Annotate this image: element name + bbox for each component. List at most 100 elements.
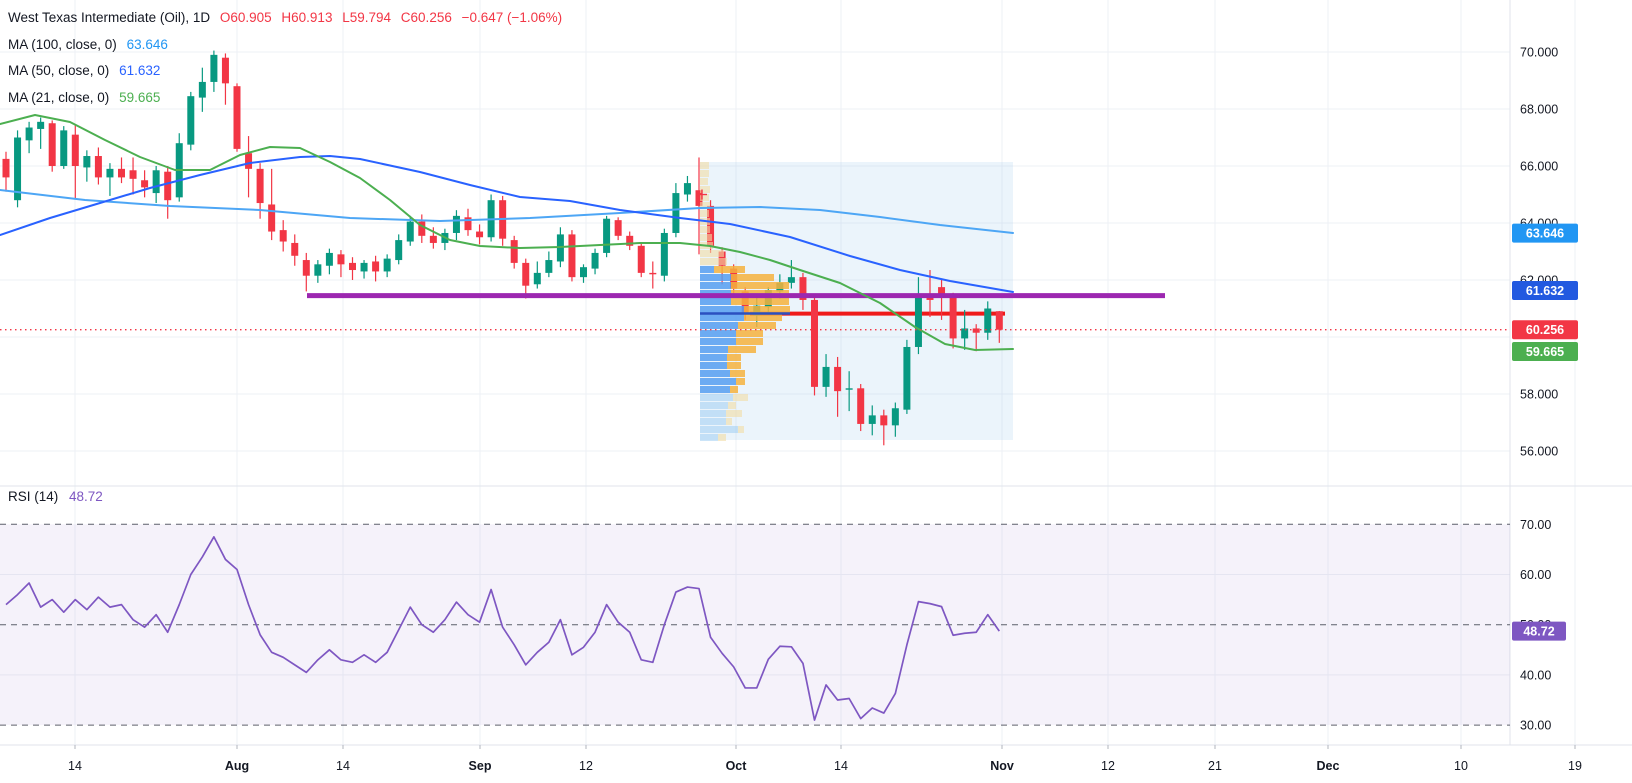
- ma50-legend-row[interactable]: MA (50, close, 0) 61.632: [8, 58, 562, 85]
- ma100-legend-row[interactable]: MA (100, close, 0) 63.646: [8, 32, 562, 59]
- candle[interactable]: [799, 272, 807, 310]
- candle[interactable]: [903, 339, 911, 414]
- candle[interactable]: [857, 384, 865, 432]
- candle-body: [245, 153, 253, 169]
- candle[interactable]: [129, 157, 137, 195]
- candle-body: [868, 415, 876, 424]
- candle[interactable]: [683, 175, 691, 202]
- candle[interactable]: [314, 260, 322, 283]
- candle[interactable]: [221, 53, 229, 105]
- candle[interactable]: [302, 252, 310, 292]
- candle[interactable]: [118, 157, 125, 184]
- candle[interactable]: [141, 170, 149, 198]
- candle[interactable]: [25, 121, 33, 154]
- candle[interactable]: [360, 260, 368, 279]
- candle[interactable]: [233, 83, 241, 152]
- vp-row-blue: [700, 298, 731, 305]
- candle[interactable]: [37, 117, 45, 149]
- candle[interactable]: [245, 136, 253, 198]
- candle[interactable]: [580, 264, 587, 283]
- candle[interactable]: [83, 150, 91, 182]
- candle[interactable]: [614, 217, 622, 241]
- candle-body: [198, 81, 206, 98]
- candle[interactable]: [337, 250, 345, 278]
- candle[interactable]: [106, 163, 114, 196]
- candle[interactable]: [372, 255, 380, 282]
- candle[interactable]: [94, 147, 102, 185]
- candle[interactable]: [268, 168, 276, 241]
- candle[interactable]: [649, 261, 657, 289]
- candle[interactable]: [984, 301, 992, 340]
- candle[interactable]: [487, 194, 495, 242]
- candle[interactable]: [961, 309, 969, 350]
- candle[interactable]: [325, 248, 333, 275]
- candle[interactable]: [164, 166, 172, 219]
- candle[interactable]: [510, 235, 518, 269]
- vp-row-yellow: [726, 418, 732, 425]
- candle[interactable]: [868, 405, 876, 436]
- candle[interactable]: [822, 354, 830, 397]
- candle[interactable]: [279, 220, 287, 252]
- candle[interactable]: [395, 234, 403, 265]
- candle[interactable]: [291, 234, 299, 266]
- candle[interactable]: [626, 231, 634, 251]
- candle[interactable]: [880, 409, 888, 446]
- candle[interactable]: [637, 242, 645, 278]
- candle[interactable]: [603, 215, 611, 258]
- candle[interactable]: [845, 371, 853, 412]
- time-axis[interactable]: 14 Aug 14 Sep 12 Oct 14 Nov 12 21 Dec 10 19: [68, 745, 1582, 773]
- vp-row-blue: [700, 410, 726, 417]
- price-badge-label: 59.665: [1526, 345, 1564, 359]
- candle[interactable]: [198, 67, 206, 112]
- rsi-pane[interactable]: [0, 523, 1510, 726]
- ma21-line: [0, 114, 1014, 351]
- candle[interactable]: [14, 130, 22, 208]
- symbol-legend[interactable]: West Texas Intermediate (Oil), 1D O60.90…: [8, 5, 562, 111]
- candle[interactable]: [452, 210, 460, 241]
- rsi-legend-row[interactable]: RSI (14) 48.72: [8, 489, 103, 504]
- candle[interactable]: [533, 261, 541, 289]
- candle[interactable]: [2, 151, 10, 192]
- candle[interactable]: [591, 248, 599, 275]
- candle[interactable]: [210, 50, 218, 92]
- candle[interactable]: [568, 230, 576, 282]
- price-axis[interactable]: 70.00068.00066.00064.00062.00058.00056.0…: [1512, 46, 1578, 459]
- candle-body: [603, 218, 611, 253]
- candle[interactable]: [60, 126, 68, 169]
- candle[interactable]: [152, 166, 160, 204]
- candle[interactable]: [349, 257, 356, 280]
- symbol-row[interactable]: West Texas Intermediate (Oil), 1D O60.90…: [8, 5, 562, 32]
- candle-body: [695, 190, 703, 206]
- rsi-tick-label: 60.00: [1520, 568, 1551, 582]
- candle[interactable]: [476, 224, 484, 245]
- candle[interactable]: [787, 260, 795, 289]
- candle[interactable]: [972, 324, 980, 352]
- candle[interactable]: [811, 295, 818, 396]
- candle-body: [591, 252, 599, 269]
- candle[interactable]: [545, 251, 553, 278]
- profile-anchor-marker[interactable]: [697, 189, 707, 200]
- candle[interactable]: [383, 254, 391, 278]
- candle[interactable]: [175, 133, 183, 202]
- candle[interactable]: [891, 402, 899, 437]
- candle[interactable]: [938, 280, 946, 320]
- volume-profile[interactable]: [700, 162, 790, 441]
- ma21-legend-row[interactable]: MA (21, close, 0) 59.665: [8, 85, 562, 112]
- vp-row-yellow: [728, 346, 756, 353]
- candle[interactable]: [499, 195, 507, 246]
- candle[interactable]: [522, 258, 530, 299]
- candle[interactable]: [418, 214, 426, 243]
- candle[interactable]: [949, 292, 957, 349]
- candle[interactable]: [914, 277, 922, 355]
- candle[interactable]: [48, 120, 56, 172]
- candle[interactable]: [660, 228, 668, 282]
- candle[interactable]: [71, 124, 79, 199]
- candle[interactable]: [995, 310, 1003, 343]
- candle[interactable]: [834, 356, 842, 417]
- candle[interactable]: [464, 208, 472, 236]
- candle-body: [383, 258, 391, 272]
- candle[interactable]: [187, 91, 195, 151]
- candle[interactable]: [695, 157, 703, 255]
